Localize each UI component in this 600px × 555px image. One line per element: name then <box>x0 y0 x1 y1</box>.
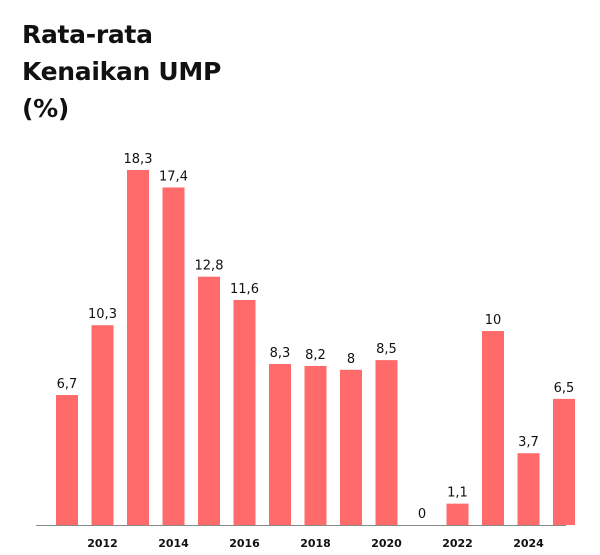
value-label-2017: 8,3 <box>270 346 291 361</box>
x-tick-2024: 2024 <box>513 537 544 550</box>
x-tick-2022: 2022 <box>442 537 473 550</box>
bar-2015 <box>198 276 220 525</box>
x-tick-2020: 2020 <box>371 537 402 550</box>
bar-2018 <box>304 365 327 525</box>
value-label-2018: 8,2 <box>305 348 326 363</box>
value-label-2013: 18,3 <box>124 152 153 167</box>
bar-2017 <box>269 363 291 525</box>
x-tick-labels-group: 2012 2014 2016 2018 2020 2022 2024 <box>87 537 544 550</box>
x-tick-2018: 2018 <box>300 537 331 550</box>
value-label-2024: 3,7 <box>518 435 539 450</box>
bar-2013 <box>127 170 149 525</box>
bar-2019 <box>340 369 362 525</box>
bar-2014 <box>162 187 185 525</box>
x-tick-2016: 2016 <box>229 537 260 550</box>
value-label-2021: 0 <box>418 507 426 522</box>
bar-2024 <box>517 453 540 525</box>
value-label-2014: 17,4 <box>159 169 188 184</box>
bar-2020 <box>375 360 398 525</box>
value-label-2012: 10,3 <box>88 307 117 322</box>
chart-title: Rata-rata Kenaikan UMP (%) <box>22 20 222 123</box>
value-label-2020: 8,5 <box>376 342 397 357</box>
value-label-2022: 1,1 <box>447 486 468 501</box>
bar-2025 <box>553 398 575 525</box>
x-tick-2014: 2014 <box>158 537 189 550</box>
value-label-2016: 11,6 <box>230 282 259 297</box>
bar-2016 <box>233 299 256 525</box>
bar-2022 <box>446 503 469 525</box>
bar-2011 <box>56 395 78 525</box>
bar-2012 <box>91 325 114 525</box>
value-labels-group: 6,7 10,3 18,3 17,4 12,8 11,6 8,3 8,2 8 8,5 0 1,1 10 3… <box>57 152 575 522</box>
value-label-2025: 6,5 <box>554 381 575 396</box>
bars-group <box>56 170 575 525</box>
value-label-2015: 12,8 <box>195 259 224 274</box>
x-tick-2012: 2012 <box>87 537 118 550</box>
value-label-2011: 6,7 <box>57 377 78 392</box>
value-label-2019: 8 <box>347 352 355 367</box>
bar-2023 <box>482 331 504 525</box>
value-label-2023: 10 <box>485 313 502 328</box>
